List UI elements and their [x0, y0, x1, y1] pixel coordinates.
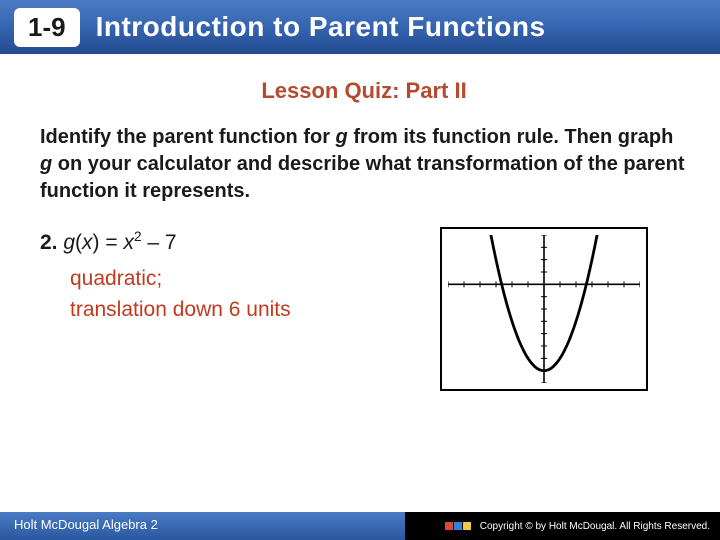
paren: ( — [75, 231, 82, 254]
slide-content: Lesson Quiz: Part II Identify the parent… — [0, 54, 720, 391]
book-title: Holt McDougal Algebra 2 — [0, 512, 405, 540]
publisher-logo — [445, 522, 472, 530]
logo-square — [463, 522, 471, 530]
answer-line-1: quadratic; — [70, 263, 430, 295]
fn-g: g — [63, 231, 75, 254]
logo-square — [445, 522, 453, 530]
instr-text: Identify the parent function for — [40, 126, 336, 148]
answer-line-2: translation down 6 units — [70, 294, 430, 326]
copyright-text: Copyright © by Holt McDougal. All Rights… — [480, 521, 710, 532]
graph-container — [440, 227, 648, 391]
problem-number: 2. — [40, 231, 58, 254]
problem-text: 2. g(x) = x2 – 7 quadratic; translation … — [40, 227, 430, 326]
chapter-header: 1-9 Introduction to Parent Functions — [0, 0, 720, 54]
instr-text: from its function rule. Then graph — [348, 126, 674, 148]
section-number: 1-9 — [14, 8, 80, 47]
problem-row: 2. g(x) = x2 – 7 quadratic; translation … — [40, 227, 688, 391]
slide-footer: Holt McDougal Algebra 2 Copyright © by H… — [0, 512, 720, 540]
copyright-bar: Copyright © by Holt McDougal. All Rights… — [405, 512, 720, 540]
quiz-title: Lesson Quiz: Part II — [40, 78, 688, 104]
instr-var: g — [336, 126, 348, 148]
exponent: 2 — [134, 229, 142, 244]
quiz-instructions: Identify the parent function for g from … — [40, 124, 688, 205]
fn-x: x — [82, 231, 93, 254]
logo-square — [454, 522, 462, 530]
chapter-title: Introduction to Parent Functions — [96, 11, 546, 43]
parabola-graph — [448, 235, 640, 383]
equation-line: 2. g(x) = x2 – 7 — [40, 227, 430, 259]
base-x: x — [123, 231, 134, 254]
instr-var: g — [40, 153, 52, 175]
answer-block: quadratic; translation down 6 units — [70, 263, 430, 326]
instr-text: on your calculator and describe what tra… — [40, 153, 685, 202]
eq-tail: – 7 — [142, 231, 177, 254]
eq-rhs-open: ) = — [93, 231, 124, 254]
